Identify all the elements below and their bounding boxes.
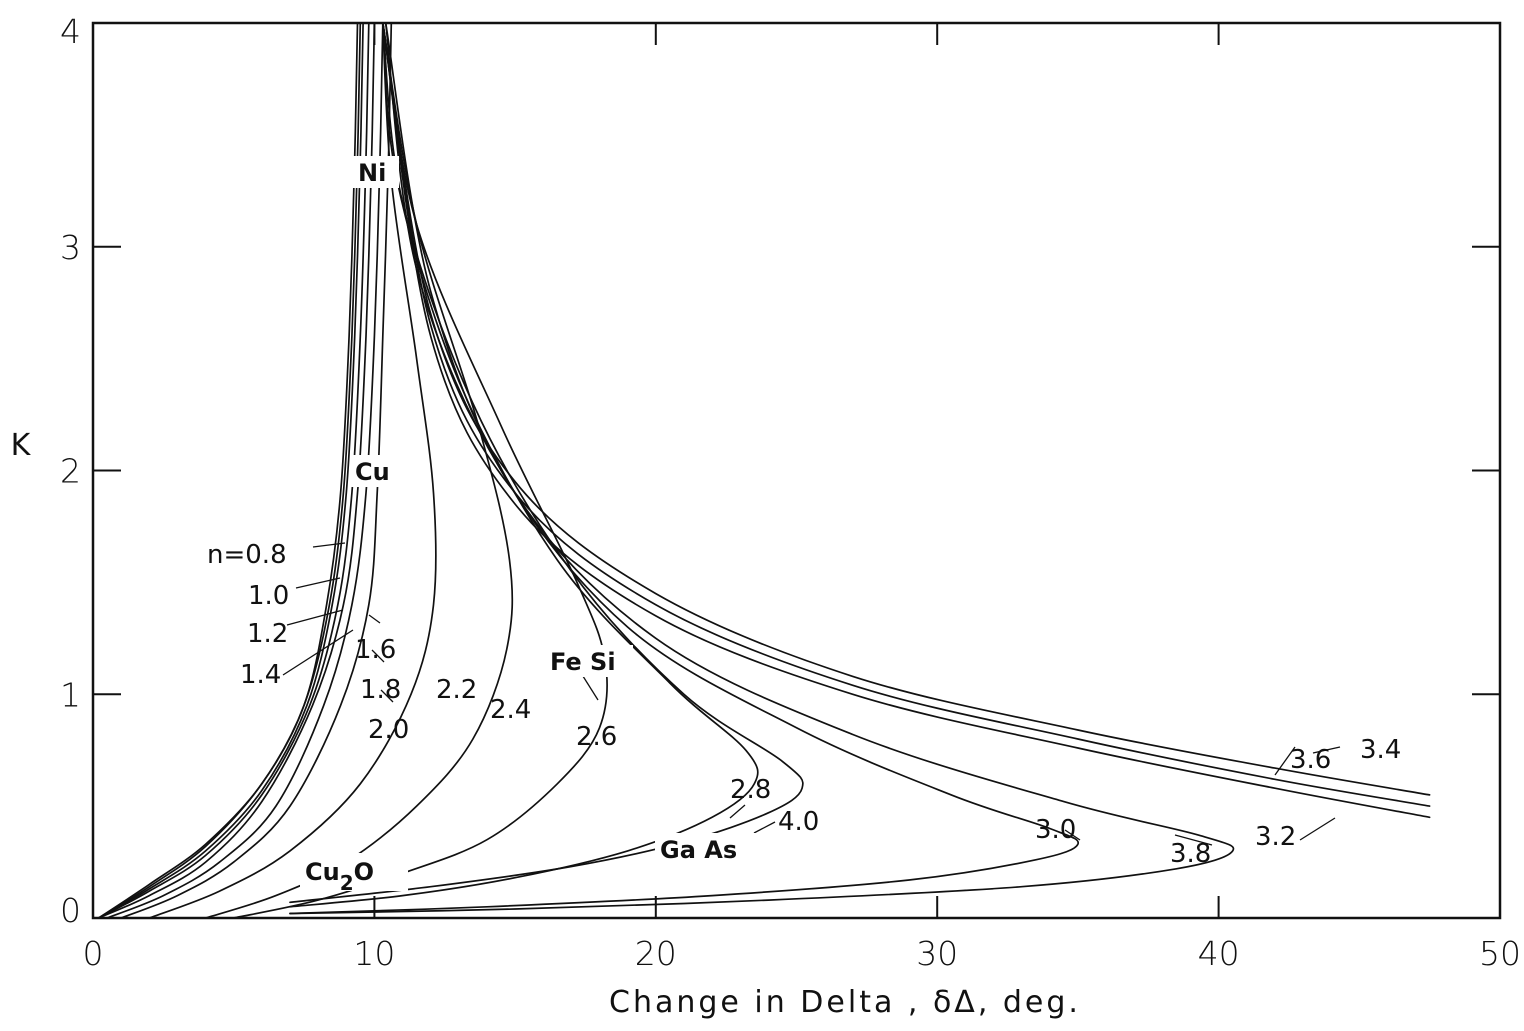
curve-label-n24: 2.4 [490, 695, 531, 725]
x-axis-label: Change in Delta , δΔ, deg. [609, 985, 1081, 1020]
x-tick-label-2: 20 [635, 934, 677, 973]
curve-series-6 [120, 22, 393, 919]
curve-label-n34: 3.4 [1360, 735, 1401, 765]
material-label-fesi: Fe Si [550, 648, 616, 676]
curve-label-n12: 1.2 [247, 619, 288, 649]
curve-label-n10: 1.0 [248, 581, 289, 611]
curve-label-n22: 2.2 [436, 675, 477, 705]
curve-label-n28: 2.8 [730, 775, 771, 805]
cu-label-bg [350, 455, 400, 487]
y-tick-label-0: 0 [60, 891, 81, 930]
curve-series-4 [97, 22, 376, 919]
tick-label-group: 0 10 20 30 40 50 0 1 2 3 4 [60, 12, 1521, 973]
curve-label-n26: 2.6 [576, 722, 617, 752]
curve-series-2 [97, 22, 364, 919]
y-tick-label-3: 3 [60, 228, 81, 267]
ni-label-bg [353, 156, 399, 188]
curve-series-11 [289, 22, 1080, 915]
curve-series-13 [381, 22, 1431, 807]
curve-series-12 [381, 22, 1431, 819]
x-tick-label-1: 10 [353, 934, 395, 973]
curve-series-7 [148, 22, 437, 919]
curve-group [97, 22, 1431, 919]
material-label-cu2o: Cu2O [305, 858, 374, 895]
curve-label-n14: 1.4 [240, 660, 281, 690]
material-label-ni: Ni [358, 159, 386, 187]
curve-label-n38: 3.8 [1170, 839, 1211, 869]
curve-series-15 [289, 22, 1235, 915]
curve-series-0 [97, 22, 359, 919]
curve-series-14 [381, 22, 1431, 796]
curve-series-5 [106, 22, 384, 919]
y-tick-label-1: 1 [60, 675, 81, 714]
fesi-label-bg [545, 645, 633, 677]
x-tick-label-5: 50 [1479, 934, 1521, 973]
y-tick-label-2: 2 [60, 452, 81, 491]
x-tick-label-0: 0 [83, 934, 104, 973]
curve-label-n36: 3.6 [1290, 745, 1331, 775]
curve-label-n20: 2.0 [368, 715, 409, 745]
curve-label-n18: 1.8 [360, 675, 401, 705]
gaas-label-bg [655, 833, 760, 865]
x-tick-label-3: 30 [916, 934, 958, 973]
curve-label-n16: 1.6 [355, 635, 396, 665]
curve-series-1 [97, 22, 362, 919]
curve-series-3 [97, 22, 370, 919]
y-axis-label: K [11, 428, 34, 463]
curve-label-n40: 4.0 [778, 807, 819, 837]
tick-group [93, 23, 1500, 918]
material-label-cu: Cu [355, 458, 390, 486]
y-tick-label-4: 4 [60, 12, 81, 51]
leader-lines [282, 542, 1341, 846]
material-label-gaas: Ga As [660, 836, 737, 864]
curve-label-n08: n=0.8 [207, 540, 287, 570]
curve-series-10 [289, 22, 759, 908]
curve-series-16 [289, 22, 804, 904]
curve-label-n30: 3.0 [1035, 815, 1076, 845]
cu2o-label-bg [300, 853, 408, 891]
x-tick-label-4: 40 [1198, 934, 1240, 973]
curve-label-n32: 3.2 [1255, 822, 1296, 852]
